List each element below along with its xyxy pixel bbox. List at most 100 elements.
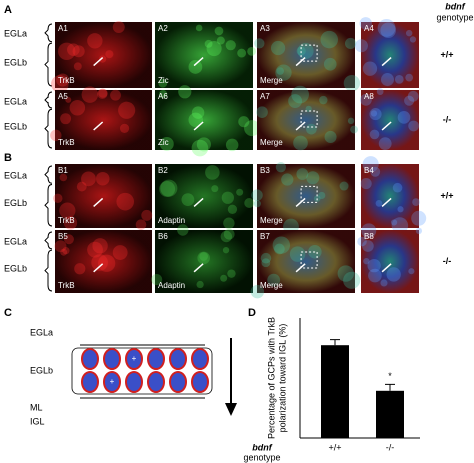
tile-id: A2	[158, 24, 168, 33]
cell-signal	[238, 116, 250, 128]
micrograph-signal	[257, 164, 355, 228]
stain-label: Zic	[158, 138, 169, 147]
cell-signal	[188, 60, 203, 74]
cell-signal	[59, 173, 68, 182]
cell-signal	[318, 191, 326, 200]
cell-signal	[116, 192, 135, 211]
cell-signal	[251, 189, 263, 201]
cell-signal	[56, 73, 70, 87]
x-axis-label: genotype	[243, 452, 280, 462]
cell-signal	[359, 17, 372, 30]
cell-signal	[73, 62, 82, 71]
brace	[44, 91, 53, 109]
cell-signal	[272, 236, 291, 254]
cell-signal	[390, 219, 398, 226]
micrograph-signal	[257, 90, 355, 150]
cell-signal	[214, 26, 224, 36]
cell-signal	[225, 138, 239, 152]
cell-signal	[220, 274, 228, 282]
micrograph-signal	[55, 90, 152, 150]
cell-signal	[135, 219, 147, 230]
cell-signal	[72, 45, 85, 58]
arrow	[193, 263, 204, 273]
cell-signal	[60, 248, 68, 256]
cell-signal	[181, 193, 195, 207]
inset-box	[300, 185, 318, 203]
cell-signal	[59, 202, 76, 219]
layer-label: IGL	[30, 416, 45, 426]
tile-id: B6	[158, 232, 168, 241]
cell-signal	[105, 50, 114, 59]
cell-signal	[363, 257, 370, 265]
tile-id: B8	[364, 232, 374, 241]
gcp-cell	[125, 348, 143, 370]
cell-signal	[380, 279, 388, 287]
x-axis-label: bdnf	[252, 442, 272, 452]
cell-signal	[196, 137, 211, 152]
cell-signal	[405, 29, 413, 37]
cell-signal	[227, 269, 236, 278]
cell-signal	[223, 228, 235, 240]
genotype-header: bdnf	[445, 1, 465, 11]
cell-signal	[160, 179, 178, 197]
arrow	[193, 197, 204, 207]
y-axis-label: Percentage of GCPs with TrkB	[266, 317, 276, 439]
cell-signal	[244, 120, 260, 137]
stain-label: TrkB	[58, 216, 75, 225]
stain-label: TrkB	[58, 138, 75, 147]
cell-signal	[394, 75, 404, 84]
cell-signal	[405, 73, 414, 82]
stain-label: TrkB	[58, 281, 75, 290]
tile-id: A5	[58, 92, 68, 101]
stain-label: Adaptin	[158, 216, 185, 225]
cell-signal	[220, 230, 233, 243]
cell-signal	[404, 95, 415, 106]
cell-signal	[339, 181, 349, 191]
tile-id: A4	[364, 24, 374, 33]
brace	[44, 23, 53, 43]
gcp-cell	[169, 371, 187, 393]
cell-signal	[250, 284, 265, 299]
micrograph-signal	[257, 22, 355, 88]
cell-signal	[323, 57, 337, 71]
cell-signal	[337, 265, 354, 282]
inset-box	[300, 251, 318, 269]
micrograph-signal	[155, 164, 253, 228]
cell-signal	[50, 129, 62, 142]
cell-signal	[54, 240, 67, 253]
micrograph-signal	[361, 22, 419, 88]
gcp-cell	[103, 371, 121, 393]
cell-signal	[360, 177, 372, 190]
cell-signal	[119, 123, 130, 133]
gcp-cell	[191, 348, 209, 370]
brace	[44, 165, 53, 184]
cell-signal	[289, 246, 306, 262]
cell-signal	[260, 252, 272, 264]
stain-label: TrkB	[58, 76, 75, 85]
arrow	[381, 57, 392, 67]
cell-signal	[367, 258, 381, 273]
cell-signal	[112, 245, 128, 260]
tile-id: A7	[260, 92, 270, 101]
panel-letter: A	[4, 4, 12, 16]
cell-signal	[360, 93, 372, 106]
stain-label: Merge	[260, 138, 283, 147]
cell-signal	[53, 193, 63, 204]
tile-id: B7	[260, 232, 270, 241]
cell-signal	[344, 37, 357, 50]
cell-signal	[376, 88, 384, 96]
tile-id: B3	[260, 166, 270, 175]
cell-signal	[347, 117, 355, 125]
cell-signal	[97, 88, 108, 99]
cell-signal	[319, 95, 328, 105]
arrow	[381, 121, 392, 131]
cell-signal	[375, 200, 383, 207]
cell-signal	[378, 137, 392, 151]
cell-signal	[270, 40, 286, 56]
cell-signal	[237, 48, 247, 58]
genotype-header: genotype	[436, 12, 473, 22]
layer-label: EGLb	[30, 365, 53, 375]
cell-signal	[60, 113, 72, 125]
layer-label: EGLa	[4, 170, 27, 180]
cell-signal	[306, 171, 320, 185]
